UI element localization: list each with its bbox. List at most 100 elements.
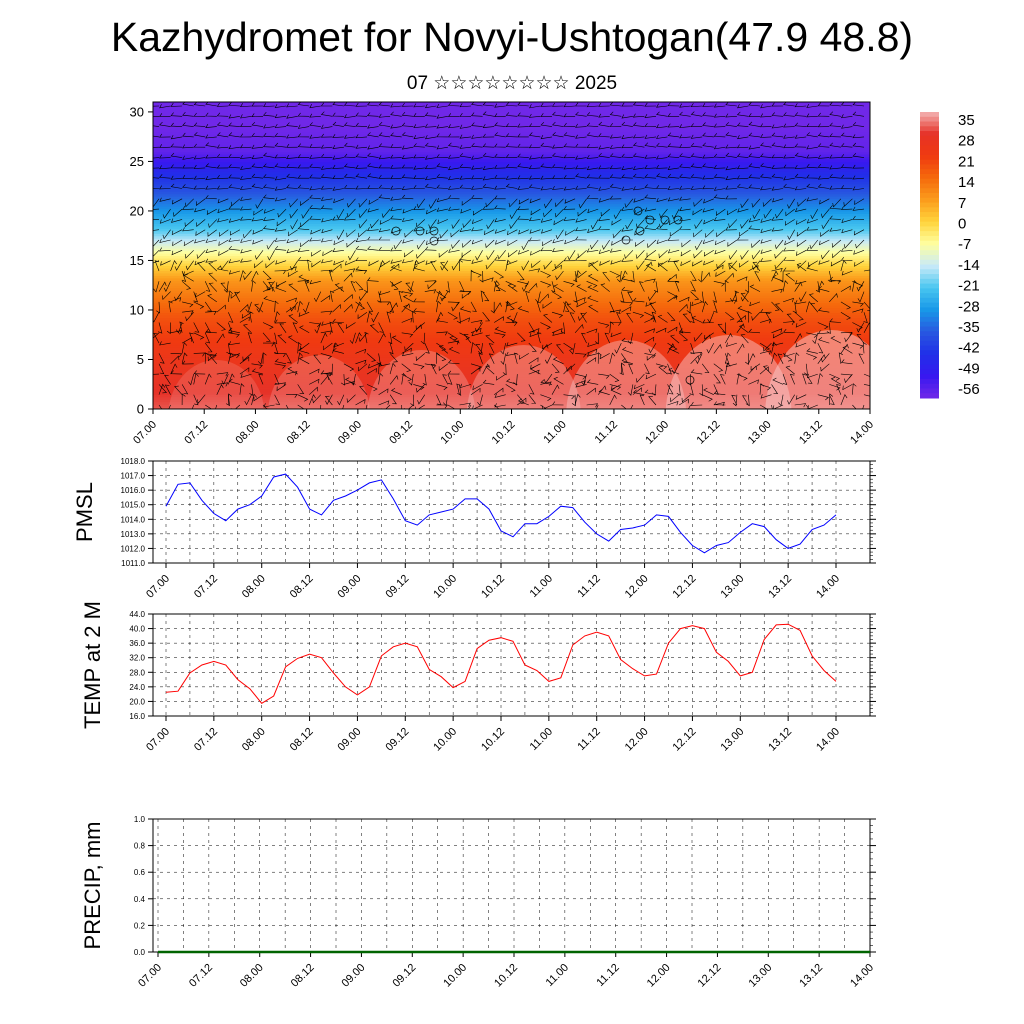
wind-barb xyxy=(783,257,795,261)
wind-barb xyxy=(573,270,578,283)
wind-barb xyxy=(185,260,194,271)
wind-barb xyxy=(274,358,287,365)
wind-barb xyxy=(528,268,541,273)
wind-barb xyxy=(736,276,748,282)
wind-barb xyxy=(736,323,745,333)
wind-barb xyxy=(401,259,414,264)
colorbar-label: 0 xyxy=(958,216,966,233)
wind-barb xyxy=(713,216,726,221)
wind-barb xyxy=(494,122,506,127)
wind-barb xyxy=(205,329,217,334)
wind-barb xyxy=(274,311,280,323)
wind-barb xyxy=(797,260,807,269)
wind-barb xyxy=(493,281,501,291)
wind-barb xyxy=(806,246,818,251)
wind-barb xyxy=(240,249,252,254)
wind-barb xyxy=(309,163,321,169)
wind-barb xyxy=(300,198,310,206)
wind-barb xyxy=(580,374,587,386)
wind-barb xyxy=(196,219,206,228)
wind-barb xyxy=(798,291,807,302)
wind-barb xyxy=(494,153,506,158)
wind-barb xyxy=(782,374,788,385)
wind-barb xyxy=(736,175,749,180)
wind-barb xyxy=(588,304,599,313)
wind-barb xyxy=(838,352,843,364)
wind-barb xyxy=(447,102,460,107)
x-tick-label: 14.00 xyxy=(848,419,876,447)
wind-barb xyxy=(461,250,472,258)
wind-barb xyxy=(840,114,853,119)
wind-barb xyxy=(170,112,183,117)
wind-barb xyxy=(401,291,414,297)
wind-barb xyxy=(332,121,344,127)
wind-barb xyxy=(413,154,425,159)
wind-barb xyxy=(580,312,587,323)
colorbar-swatch xyxy=(920,312,939,318)
wind-barb xyxy=(632,165,645,170)
wind-barb xyxy=(563,300,569,313)
wind-barb xyxy=(611,219,622,226)
wind-barb xyxy=(252,239,264,245)
wind-barb xyxy=(765,312,772,323)
wind-barb xyxy=(277,334,287,344)
wind-barb xyxy=(632,102,645,107)
wind-barb xyxy=(713,145,726,150)
wind-barb xyxy=(621,102,633,107)
wind-barb xyxy=(644,194,657,200)
wind-barb xyxy=(343,216,356,221)
wind-barb xyxy=(343,363,355,372)
wind-barb xyxy=(783,102,795,107)
wind-barb xyxy=(693,229,703,238)
wind-barb xyxy=(748,353,756,364)
wind-barb xyxy=(262,194,275,200)
wind-barb xyxy=(391,335,402,344)
wind-barb xyxy=(644,142,657,148)
wind-barb xyxy=(204,352,209,364)
wind-barb xyxy=(274,270,287,275)
wind-barb xyxy=(806,103,818,108)
wind-barb xyxy=(262,174,275,179)
wind-barb xyxy=(599,260,610,266)
wind-barb xyxy=(760,258,772,262)
wind-barb xyxy=(251,113,264,118)
wind-barb xyxy=(725,102,737,107)
wind-barb xyxy=(366,112,379,117)
wind-barb xyxy=(413,185,425,189)
wind-barb xyxy=(196,250,206,260)
wind-barb xyxy=(251,183,264,189)
wind-barb xyxy=(239,133,252,138)
wind-barb xyxy=(569,343,576,355)
y-axis-label: PMSL xyxy=(72,482,97,542)
wind-barb xyxy=(389,343,394,355)
wind-barb xyxy=(771,102,784,107)
wind-barb xyxy=(609,144,622,149)
wind-barb xyxy=(667,165,680,170)
wind-barb xyxy=(702,319,714,324)
wind-barb xyxy=(470,387,481,395)
wind-barb xyxy=(390,185,402,190)
wind-barb xyxy=(852,134,865,139)
wind-barb xyxy=(713,301,718,313)
wind-barb xyxy=(514,352,519,364)
wind-barb xyxy=(366,311,373,323)
wind-barb xyxy=(161,291,171,301)
temperature-field xyxy=(153,102,870,409)
wind-barb xyxy=(205,176,217,181)
wind-barb xyxy=(393,239,402,250)
wind-barb xyxy=(251,163,264,169)
wind-barb xyxy=(471,165,483,170)
wind-barb xyxy=(413,143,425,148)
wind-barb xyxy=(274,300,279,313)
wind-barb xyxy=(378,143,391,148)
wind-barb xyxy=(543,314,553,323)
wind-barb xyxy=(456,312,461,324)
wind-barb xyxy=(701,272,711,282)
wind-barb xyxy=(297,225,310,230)
temperature-band xyxy=(153,290,870,294)
wind-barb xyxy=(274,319,287,324)
wind-barb xyxy=(162,229,171,240)
wind-barb xyxy=(563,175,576,179)
wind-barb xyxy=(442,394,449,407)
wind-barb xyxy=(207,353,217,362)
